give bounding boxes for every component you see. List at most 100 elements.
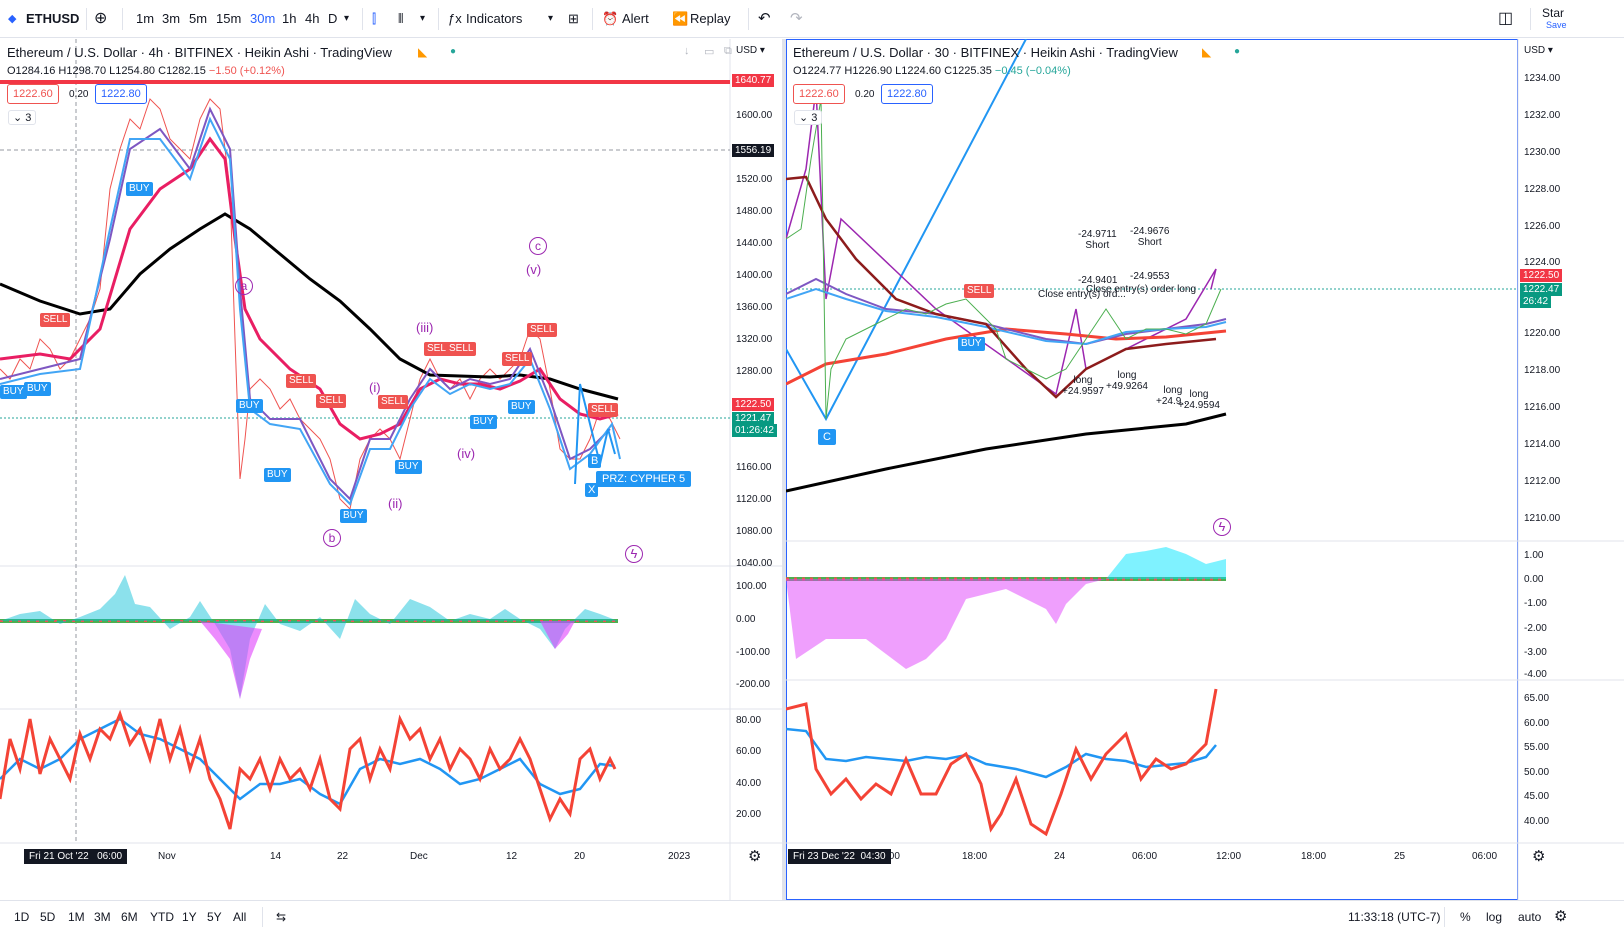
- alert-clock-icon: ⏰: [602, 11, 619, 26]
- interval-1m[interactable]: 1m: [136, 11, 155, 26]
- range-5d[interactable]: 5D: [40, 910, 56, 924]
- right-price-tag-green: 1222.47: [1520, 283, 1563, 296]
- left-settings-gear-icon[interactable]: ⚙: [748, 848, 762, 865]
- compare-add-icon[interactable]: ⊕: [94, 10, 108, 27]
- left-price-tick: 1320.00: [736, 334, 773, 345]
- alert-button[interactable]: Alert: [622, 11, 649, 26]
- left-osc-tick: -100.00: [736, 647, 770, 658]
- star-label[interactable]: Star: [1542, 6, 1565, 20]
- long-signal-3: long +24.9594: [1178, 389, 1220, 411]
- scale-settings-gear-icon[interactable]: ⚙: [1554, 908, 1568, 925]
- indicators-chevron-down-icon[interactable]: ▾: [548, 13, 554, 24]
- left-price-tick: 1280.00: [736, 366, 773, 377]
- replay-button[interactable]: Replay: [690, 11, 731, 26]
- sell-signal-badge: SELL: [502, 352, 533, 366]
- left-price-tick: 1480.00: [736, 206, 773, 217]
- interval-30m[interactable]: 30m: [250, 11, 276, 26]
- right-price-tick: 1212.00: [1524, 476, 1561, 487]
- interval-5m[interactable]: 5m: [189, 11, 208, 26]
- left-ohlc: O1284.16 H1298.70 L1254.80 C1282.15 −1.5…: [7, 65, 285, 77]
- range-all[interactable]: All: [233, 910, 247, 924]
- right-rsi-tick: 50.00: [1524, 767, 1550, 778]
- right-study-collapse-button[interactable]: ⌄ 3: [794, 110, 823, 125]
- left-sell-price-button[interactable]: 1222.60: [7, 84, 59, 104]
- range-6m[interactable]: 6M: [121, 910, 138, 924]
- flag-icon[interactable]: ◣: [1202, 45, 1212, 59]
- range-3m[interactable]: 3M: [94, 910, 111, 924]
- collapse-pane-icon[interactable]: ▭: [704, 46, 715, 58]
- wave-label-i: (i): [369, 380, 381, 395]
- left-cursor-hour: 06:00: [97, 851, 123, 862]
- pane-divider[interactable]: [782, 39, 786, 900]
- save-button[interactable]: Save: [1546, 20, 1567, 30]
- left-currency-label[interactable]: USD ▾: [736, 45, 765, 56]
- range-1d[interactable]: 1D: [14, 910, 30, 924]
- left-price-tick: 1520.00: [736, 174, 773, 185]
- buy-signal-badge: BUY: [958, 337, 985, 351]
- percent-scale-button[interactable]: %: [1460, 910, 1471, 924]
- right-sell-price-button[interactable]: 1222.60: [793, 84, 845, 104]
- right-rsi-tick: 45.00: [1524, 791, 1550, 802]
- right-time-axis[interactable]: Fri 23 Dec '22 04:30 :00 18:00 24 06:00 …: [786, 843, 1518, 868]
- left-chart-canvas[interactable]: [0, 39, 782, 900]
- chart-type-chevron-down-icon[interactable]: ▾: [420, 13, 426, 24]
- sell-signal-badge: SELL: [527, 323, 558, 337]
- lightning-icon[interactable]: ϟ: [625, 545, 643, 563]
- left-chart-pane[interactable]: Ethereum / U.S. Dollar · 4h · BITFINEX ·…: [0, 39, 782, 900]
- left-study-collapse-button[interactable]: ⌄ 3: [8, 110, 37, 125]
- range-1m[interactable]: 1M: [68, 910, 85, 924]
- sell-signal-badge: SELL: [588, 403, 619, 417]
- chevron-down-icon: ⌄: [799, 112, 812, 124]
- left-red-line-price-tag: 1640.77: [732, 74, 775, 87]
- layouts-grid-icon[interactable]: ⊞: [568, 11, 579, 26]
- interval-4h[interactable]: 4h: [305, 11, 320, 26]
- buy-signal-badge: BUY: [264, 468, 291, 482]
- wave-label-a: a: [235, 277, 253, 295]
- left-chart-title[interactable]: Ethereum / U.S. Dollar · 4h · BITFINEX ·…: [7, 45, 392, 60]
- left-price-tag-green: 1221.47: [732, 412, 775, 425]
- maximize-pane-icon[interactable]: ⧉: [724, 45, 732, 57]
- long1-value: +24.9597: [1062, 386, 1104, 397]
- indicators-button[interactable]: Indicators: [466, 11, 523, 26]
- left-time-tick: 22: [337, 851, 349, 862]
- left-price-tick: 1600.00: [736, 110, 773, 121]
- move-down-icon[interactable]: ↓: [684, 45, 690, 57]
- date-range-calendar-icon[interactable]: ⇆: [276, 910, 287, 924]
- right-buy-price-button[interactable]: 1222.80: [881, 84, 933, 104]
- symbol-search-button[interactable]: ETHUSD: [26, 11, 80, 26]
- right-currency-label[interactable]: USD ▾: [1524, 45, 1553, 56]
- flag-icon[interactable]: ◣: [418, 45, 428, 59]
- interval-1h[interactable]: 1h: [282, 11, 297, 26]
- interval-chevron-down-icon[interactable]: ▾: [344, 13, 350, 24]
- range-ytd[interactable]: YTD: [150, 910, 174, 924]
- lightning-icon[interactable]: ϟ: [1213, 518, 1231, 536]
- interval-d[interactable]: D: [328, 11, 338, 26]
- right-rsi-tick: 40.00: [1524, 816, 1550, 827]
- interval-3m[interactable]: 3m: [162, 11, 181, 26]
- right-chart-pane[interactable]: Ethereum / U.S. Dollar · 30 · BITFINEX ·…: [786, 39, 1624, 900]
- value-annotation-4: -24.9553: [1130, 271, 1170, 282]
- ethereum-icon: ◆: [8, 13, 17, 25]
- range-1y[interactable]: 1Y: [182, 910, 197, 924]
- wave-label-ii: (ii): [388, 496, 403, 511]
- interval-15m[interactable]: 15m: [216, 11, 242, 26]
- right-settings-gear-icon[interactable]: ⚙: [1532, 848, 1546, 865]
- log-scale-button[interactable]: log: [1486, 910, 1503, 924]
- auto-scale-button[interactable]: auto: [1518, 910, 1542, 924]
- long-signal-4: long +24.9...: [1156, 385, 1190, 407]
- clock-timezone[interactable]: 11:33:18 (UTC-7): [1348, 910, 1441, 924]
- redo-icon[interactable]: ↷: [790, 10, 803, 27]
- left-price-axis[interactable]: USD ▾ 1640.77 1600.00 1556.19 1520.00 14…: [730, 39, 782, 843]
- right-price-axis[interactable]: USD ▾ 1234.00 1232.00 1230.00 1228.00 12…: [1518, 39, 1572, 843]
- left-time-axis[interactable]: Fri 21 Oct '22 06:00 Nov 14 22 Dec 12 20…: [0, 843, 730, 868]
- left-price-tick: 1160.00: [736, 462, 772, 473]
- left-buy-price-button[interactable]: 1222.80: [95, 84, 147, 104]
- range-5y[interactable]: 5Y: [207, 910, 222, 924]
- bar-type-icon[interactable]: ⫿: [372, 11, 377, 26]
- right-chart-title[interactable]: Ethereum / U.S. Dollar · 30 · BITFINEX ·…: [793, 45, 1178, 60]
- right-chart-canvas[interactable]: [786, 39, 1624, 900]
- undo-icon[interactable]: ↶: [758, 10, 771, 27]
- right-time-tick: 24: [1054, 851, 1066, 862]
- layout-split-icon[interactable]: ◫: [1498, 10, 1514, 27]
- candle-type-icon[interactable]: ⫴: [398, 11, 404, 26]
